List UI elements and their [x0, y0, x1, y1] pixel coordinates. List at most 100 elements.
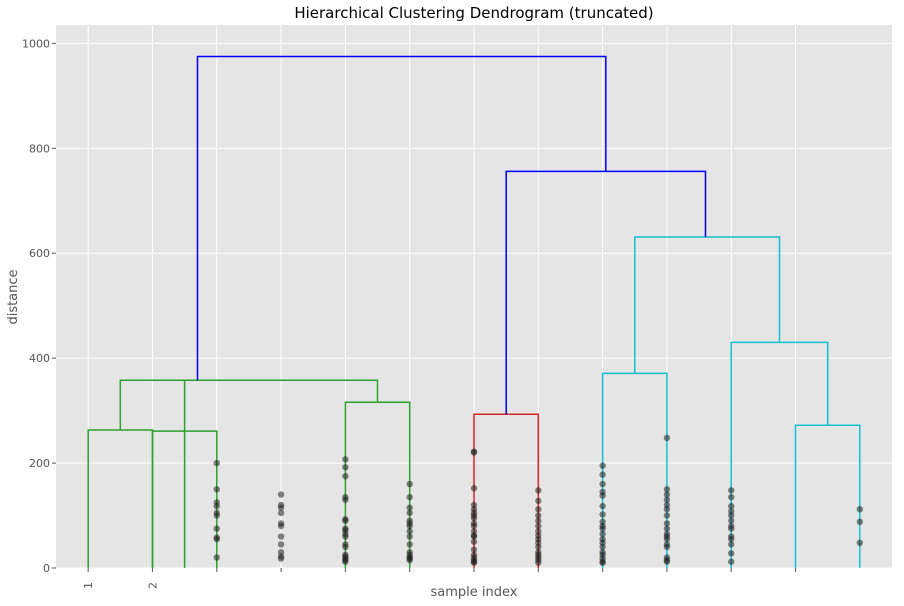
leaf-point	[535, 517, 542, 524]
leaf-point	[599, 511, 606, 518]
leaf-point	[599, 480, 606, 488]
y-tick-label: 200	[29, 457, 50, 470]
y-tick-label: 400	[29, 352, 50, 365]
leaf-point	[535, 497, 542, 505]
leaf-point	[599, 492, 606, 499]
leaf-point	[599, 471, 606, 478]
dendrogram-link	[196, 55, 607, 381]
leaf-point	[277, 522, 285, 530]
leaf-point	[728, 487, 735, 494]
leaf-point	[342, 517, 349, 524]
leaf-point	[663, 543, 671, 551]
y-tick-label: 1000	[22, 37, 50, 50]
leaf-point	[213, 525, 220, 532]
leaf-point	[599, 502, 606, 510]
y-axis-label: distance	[6, 269, 21, 324]
leaf-point	[342, 472, 349, 480]
leaf-point	[213, 459, 220, 467]
leaf-point	[663, 535, 671, 543]
leaf-point	[856, 518, 864, 526]
leaf-point	[406, 509, 413, 517]
x-tick-label: 2	[146, 582, 159, 589]
leaf-point	[599, 525, 606, 532]
leaf-point	[535, 512, 542, 519]
leaf-point	[470, 485, 478, 492]
chart-title: Hierarchical Clustering Dendrogram (trun…	[294, 4, 653, 22]
leaf-point	[406, 493, 413, 501]
leaf-point	[213, 512, 220, 519]
leaf-point	[599, 543, 606, 551]
leaf-point	[599, 462, 606, 469]
leaf-point	[406, 504, 413, 511]
leaf-point	[728, 493, 735, 501]
y-tick-label: 0	[43, 562, 50, 575]
x-axis-label: sample index	[431, 585, 518, 600]
leaf-point	[663, 520, 671, 527]
leaf-point	[406, 556, 413, 564]
leaf-point	[342, 533, 349, 540]
leaf-point	[277, 509, 285, 517]
leaf-point	[535, 487, 542, 494]
leaf-point	[342, 496, 349, 503]
dendrogram-link	[184, 379, 379, 403]
y-axis-ticks: 0 200 400 600 800 1000	[22, 37, 56, 575]
x-tick-label: 1	[82, 582, 95, 589]
y-tick-label: 800	[29, 142, 50, 155]
leaf-point	[277, 491, 285, 498]
leaf-point	[663, 434, 671, 442]
leaf-points	[213, 434, 864, 566]
leaf-point	[663, 558, 671, 565]
leaf-point	[406, 528, 413, 535]
leaf-point	[856, 539, 864, 547]
leaf-point	[213, 486, 220, 493]
leaf-point	[535, 559, 542, 566]
leaf-point	[663, 491, 671, 498]
leaf-point	[342, 543, 349, 551]
leaf-point	[470, 538, 478, 545]
leaf-point	[213, 554, 220, 561]
leaf-point	[470, 522, 478, 530]
leaf-point	[663, 496, 671, 503]
leaf-point	[470, 533, 478, 540]
leaf-point	[406, 480, 413, 488]
leaf-point	[277, 541, 285, 548]
leaf-point	[535, 522, 542, 530]
leaf-point	[277, 555, 285, 562]
leaf-point	[663, 506, 671, 513]
leaf-point	[277, 504, 285, 511]
leaf-point	[342, 464, 349, 471]
leaf-point	[728, 517, 735, 524]
leaf-point	[470, 559, 478, 566]
leaf-point	[342, 558, 349, 565]
leaf-point	[663, 486, 671, 493]
leaf-point	[406, 533, 413, 540]
leaf-point	[470, 449, 478, 456]
dendrogram-link	[119, 379, 186, 568]
leaf-point	[599, 559, 606, 566]
leaf-point	[728, 535, 735, 543]
leaf-point	[856, 506, 864, 513]
leaf-point	[277, 533, 285, 540]
leaf-point	[728, 541, 735, 548]
leaf-point	[535, 543, 542, 551]
leaf-point	[342, 456, 349, 463]
leaf-point	[728, 512, 735, 519]
leaf-point	[728, 558, 735, 565]
leaf-point	[663, 512, 671, 519]
leaf-point	[728, 502, 735, 510]
y-tick-label: 600	[29, 247, 50, 260]
leaf-point	[213, 502, 220, 510]
leaf-point	[663, 525, 671, 532]
leaf-point	[406, 541, 413, 548]
leaf-point	[728, 525, 735, 532]
leaf-point	[599, 530, 606, 538]
dendrogram-link	[634, 236, 781, 374]
leaf-point	[406, 522, 413, 530]
leaf-point	[470, 546, 478, 553]
leaf-point	[470, 514, 478, 522]
leaf-point	[535, 506, 542, 513]
leaf-point	[213, 535, 220, 543]
leaf-point	[728, 550, 735, 557]
